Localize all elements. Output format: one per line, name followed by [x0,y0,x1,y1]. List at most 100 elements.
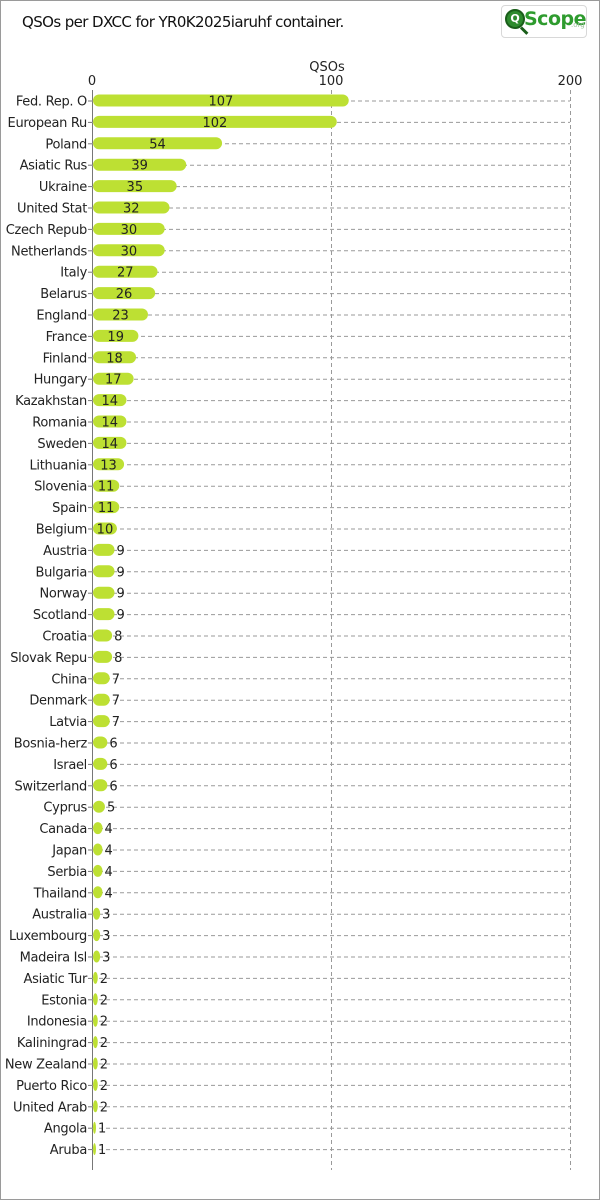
bar-22 [93,565,115,578]
bar-34 [93,822,103,835]
value-label: 23 [112,309,129,324]
value-label: 2 [100,993,108,1008]
value-label: 13 [100,458,117,473]
value-label: 2 [100,1036,108,1051]
value-label: 18 [106,351,123,366]
x-tick-label: 0 [88,74,96,89]
bar-48 [93,1121,96,1134]
bar-29 [93,715,110,728]
bar-44 [93,1036,98,1049]
category-label: Sweden [37,437,87,452]
bar-9 [93,287,156,300]
value-label: 7 [112,715,120,730]
category-label: China [51,672,87,687]
bar-37 [93,886,103,899]
value-label: 14 [101,437,118,452]
category-label: Slovenia [34,480,87,495]
bar-1 [93,115,337,128]
value-label: 14 [101,416,118,431]
category-label: Hungary [34,373,88,388]
bar-46 [93,1078,98,1091]
value-label: 17 [105,373,122,388]
bar-7 [93,244,165,257]
category-label: Austria [43,544,87,559]
value-label: 5 [107,801,115,816]
bar-16 [93,436,127,449]
value-label: 39 [131,159,148,174]
bar-11 [93,329,139,342]
x-tick-label: 100 [319,74,344,89]
bar-24 [93,608,115,621]
category-label: Canada [39,822,87,837]
value-label: 6 [109,737,117,752]
value-label: 6 [109,758,117,773]
bar-38 [93,907,101,920]
category-label: Indonesia [27,1015,87,1030]
category-label: Kazakhstan [15,394,87,409]
category-label: Serbia [47,865,87,880]
category-label: Croatia [42,630,87,645]
category-label: Spain [52,501,87,516]
category-label: Ukraine [39,180,87,195]
bar-43 [93,1014,98,1027]
bar-5 [93,201,170,214]
value-label: 1 [98,1143,106,1158]
category-label: Denmark [29,694,87,709]
bar-21 [93,543,115,556]
value-label: 30 [121,244,138,259]
bar-20 [93,522,117,535]
bar-35 [93,843,103,856]
category-label: Asiatic Rus [20,159,88,174]
value-label: 27 [117,266,134,281]
value-label: 107 [208,95,233,110]
value-label: 3 [102,929,110,944]
category-label: Norway [39,587,87,602]
value-label: 4 [105,865,113,880]
bar-25 [93,629,113,642]
bar-13 [93,372,134,385]
value-label: 11 [98,501,115,516]
category-label: European Ru [8,116,88,131]
bar-3 [93,158,187,171]
bar-2 [93,137,223,150]
category-label: Finland [43,351,87,366]
bar-28 [93,693,110,706]
category-label: Netherlands [11,244,87,259]
value-label: 3 [102,908,110,923]
category-label: Israel [53,758,87,773]
value-label: 9 [117,608,125,623]
bar-30 [93,736,108,749]
category-label: Japan [51,844,87,859]
value-label: 26 [116,287,133,302]
category-label: Lithuania [29,458,87,473]
qscope-logo[interactable]: Q Scope .org [501,5,587,38]
category-label: Asiatic Tur [24,972,88,987]
value-label: 2 [100,972,108,987]
category-label: Slovak Repu [10,651,87,666]
category-label: Angola [44,1122,87,1137]
x-tick-label: 200 [558,74,583,89]
value-label: 14 [101,394,118,409]
category-label: Switzerland [14,779,87,794]
bar-33 [93,800,105,813]
category-label: Fed. Rep. O [16,95,87,110]
category-label: Czech Repub [6,223,87,238]
category-label: Bosnia-herz [14,737,88,752]
bar-41 [93,971,98,984]
category-label: Luxembourg [9,929,87,944]
category-label: Puerto Rico [16,1079,87,1094]
category-label: New Zealand [5,1058,87,1073]
bar-14 [93,394,127,407]
value-label: 35 [127,180,144,195]
bar-8 [93,265,158,278]
bar-17 [93,458,125,471]
category-label: Madeira Isl [20,951,87,966]
category-label: United Stat [17,202,87,217]
value-label: 7 [112,672,120,687]
value-label: 102 [202,116,227,131]
bar-26 [93,650,113,663]
value-label: 1 [98,1122,106,1137]
bar-31 [93,757,108,770]
category-label: Bulgaria [35,565,87,580]
